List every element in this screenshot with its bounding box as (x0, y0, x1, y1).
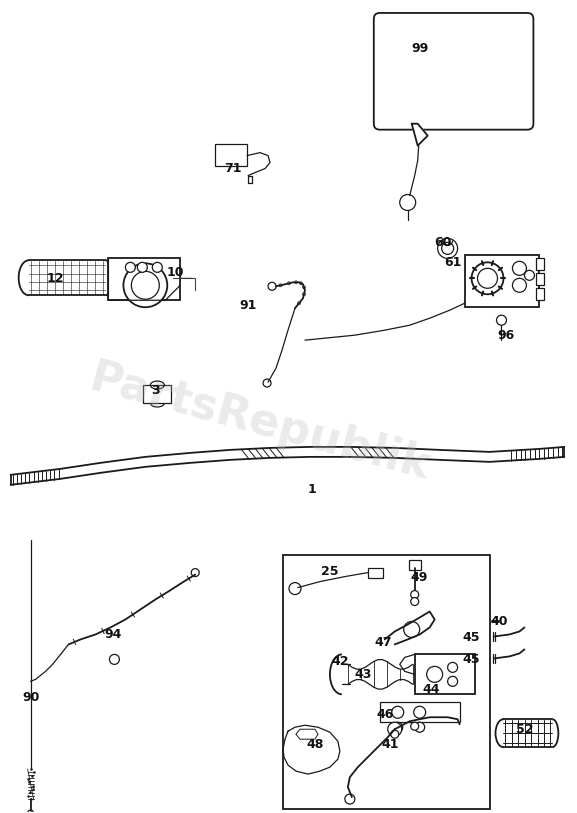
Bar (368, 567, 383, 577)
Circle shape (123, 263, 167, 307)
Text: 40: 40 (491, 615, 508, 628)
Polygon shape (412, 124, 428, 146)
Circle shape (289, 583, 301, 594)
Bar (537, 273, 544, 285)
Circle shape (448, 663, 458, 672)
Text: 10: 10 (167, 266, 184, 279)
Circle shape (437, 238, 458, 259)
Circle shape (302, 293, 305, 296)
Circle shape (110, 654, 119, 664)
Circle shape (404, 621, 419, 637)
Circle shape (512, 261, 526, 276)
Text: 45: 45 (463, 631, 480, 644)
Text: 25: 25 (321, 565, 339, 578)
Bar (215, 144, 247, 166)
Text: 52: 52 (516, 723, 533, 736)
Bar (537, 259, 544, 271)
Circle shape (426, 667, 443, 682)
Text: 41: 41 (381, 737, 399, 750)
Text: 42: 42 (331, 655, 349, 668)
Circle shape (448, 676, 458, 686)
Text: 45: 45 (463, 653, 480, 666)
Circle shape (268, 282, 276, 290)
Text: 71: 71 (224, 162, 242, 175)
Text: 12: 12 (47, 272, 64, 285)
Text: 49: 49 (410, 571, 428, 584)
Bar (409, 559, 421, 570)
Text: 46: 46 (376, 708, 394, 721)
Circle shape (287, 282, 290, 285)
Circle shape (125, 263, 136, 272)
Circle shape (294, 280, 298, 284)
Circle shape (299, 282, 302, 285)
Circle shape (478, 268, 497, 289)
Circle shape (512, 278, 526, 293)
Circle shape (191, 568, 199, 576)
Bar (537, 289, 544, 300)
Circle shape (393, 722, 403, 733)
Text: 91: 91 (239, 298, 257, 311)
Circle shape (152, 263, 162, 272)
Bar (283, 554, 489, 809)
Text: 60: 60 (434, 236, 451, 249)
Text: 43: 43 (354, 667, 372, 680)
Circle shape (279, 284, 282, 287)
Circle shape (137, 263, 147, 272)
Text: 48: 48 (306, 737, 324, 750)
Text: 99: 99 (411, 42, 428, 55)
Text: 47: 47 (374, 636, 392, 649)
FancyBboxPatch shape (374, 13, 533, 129)
Circle shape (302, 286, 305, 289)
Text: 3: 3 (151, 384, 160, 397)
Circle shape (441, 242, 454, 254)
Text: 1: 1 (308, 483, 316, 496)
Circle shape (263, 379, 271, 387)
Circle shape (524, 271, 534, 280)
Circle shape (28, 810, 33, 813)
Text: 61: 61 (444, 256, 461, 269)
Text: PartsRepublik: PartsRepublik (84, 356, 435, 489)
Circle shape (415, 722, 425, 733)
Circle shape (496, 315, 507, 325)
Circle shape (400, 194, 415, 211)
Text: 96: 96 (498, 328, 515, 341)
Text: 44: 44 (423, 683, 440, 696)
Circle shape (411, 598, 419, 606)
Circle shape (414, 706, 426, 718)
Bar (143, 385, 171, 403)
Text: 94: 94 (105, 628, 122, 641)
Circle shape (388, 722, 402, 737)
Circle shape (391, 730, 399, 738)
Circle shape (132, 272, 159, 299)
Circle shape (392, 706, 404, 718)
Circle shape (411, 590, 419, 598)
Circle shape (471, 263, 504, 294)
Bar (380, 702, 460, 722)
Bar (415, 654, 474, 694)
Bar (464, 255, 539, 307)
Circle shape (411, 722, 419, 730)
Bar (108, 259, 180, 300)
Text: 90: 90 (22, 691, 39, 704)
Circle shape (298, 302, 301, 305)
Circle shape (345, 794, 355, 804)
